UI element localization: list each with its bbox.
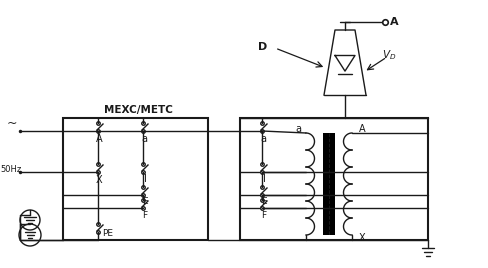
Text: A: A: [359, 124, 366, 134]
Text: a: a: [141, 134, 147, 144]
Text: PE: PE: [102, 229, 114, 239]
Bar: [63, 118, 208, 240]
Text: 50Hz: 50Hz: [0, 166, 21, 174]
Text: I: I: [143, 174, 146, 184]
Text: A: A: [390, 17, 398, 27]
Text: F: F: [262, 210, 266, 219]
Text: ~: ~: [7, 117, 17, 129]
Text: E: E: [261, 198, 267, 207]
Text: D: D: [258, 42, 267, 52]
Text: X: X: [359, 233, 366, 243]
Bar: [240, 118, 428, 240]
Text: I: I: [263, 174, 265, 184]
Text: F: F: [142, 210, 147, 219]
Text: MEXC/METC: MEXC/METC: [103, 105, 172, 115]
Text: X: X: [96, 175, 102, 185]
Text: E: E: [142, 198, 148, 207]
Text: $V_D$: $V_D$: [382, 48, 396, 62]
Text: a: a: [295, 124, 301, 134]
Text: A: A: [96, 134, 102, 144]
Bar: [323, 133, 335, 235]
Text: a: a: [260, 134, 266, 144]
